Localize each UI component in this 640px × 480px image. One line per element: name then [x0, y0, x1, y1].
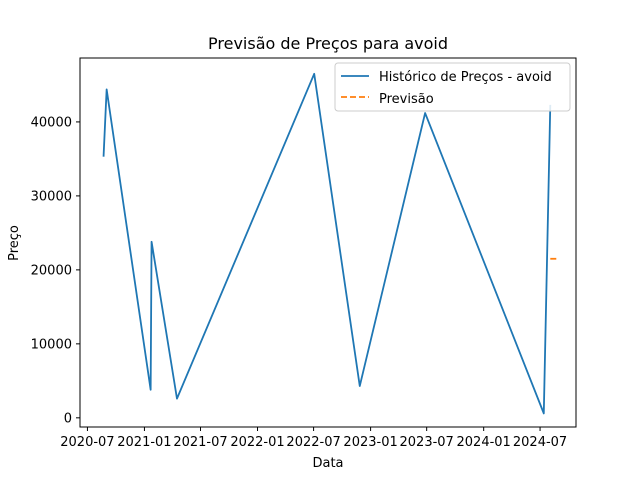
x-tick-label: 2020-07 [60, 435, 114, 450]
y-tick-label: 10000 [31, 337, 72, 352]
x-tick-label: 2023-01 [343, 435, 397, 450]
chart-title: Previsão de Preços para avoid [208, 34, 448, 53]
x-tick-label: 2022-07 [286, 435, 340, 450]
plot-frame [79, 57, 577, 428]
y-axis: 0 10000 20000 30000 40000 [31, 115, 80, 426]
y-axis-title: Preço [7, 225, 22, 261]
x-tick-label: 2021-01 [117, 435, 171, 450]
y-tick-label: 40000 [31, 115, 72, 130]
y-tick-label: 20000 [31, 263, 72, 278]
x-tick-label: 2024-07 [513, 435, 567, 450]
y-tick-label: 30000 [31, 189, 72, 204]
legend-box [334, 62, 571, 112]
x-axis-title: Data [312, 456, 343, 471]
series-line-0 [102, 72, 552, 415]
x-tick-label: 2021-07 [173, 435, 227, 450]
x-tick-label: 2022-01 [230, 435, 284, 450]
x-axis: 2020-07 2021-01 2021-07 2022-01 2022-07 2023-… [60, 427, 567, 450]
x-tick-label: 2023-07 [400, 435, 454, 450]
legend-label-historico: Histórico de Preços - avoid [379, 70, 552, 85]
series-layer [102, 72, 559, 415]
x-tick-label: 2024-01 [457, 435, 511, 450]
legend-label-previsao: Previsão [379, 92, 434, 107]
y-tick-label: 0 [64, 411, 72, 426]
legend: Histórico de Preços - avoid Previsão [334, 62, 571, 112]
